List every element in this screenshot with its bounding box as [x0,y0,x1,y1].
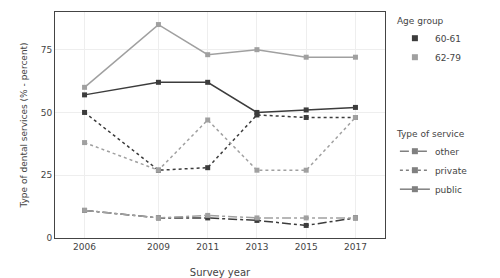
svg-text:Age group: Age group [397,16,444,26]
svg-text:2013: 2013 [245,242,268,252]
svg-text:2011: 2011 [196,242,219,252]
svg-text:private: private [435,166,467,176]
svg-text:2006: 2006 [73,242,96,252]
svg-text:2017: 2017 [344,242,367,252]
svg-text:2009: 2009 [147,242,170,252]
svg-text:62-79: 62-79 [435,53,461,63]
svg-text:0: 0 [46,233,52,243]
svg-text:other: other [435,147,459,157]
svg-text:75: 75 [41,45,52,55]
svg-text:Survey year: Survey year [190,267,251,278]
svg-text:25: 25 [41,170,52,180]
svg-text:50: 50 [41,108,53,118]
svg-text:Type of service: Type of service [396,129,465,139]
svg-text:2015: 2015 [295,242,318,252]
svg-text:Type of dental services (% - p: Type of dental services (% - percent) [19,42,29,208]
svg-text:60-61: 60-61 [435,34,461,44]
svg-text:public: public [435,185,462,195]
